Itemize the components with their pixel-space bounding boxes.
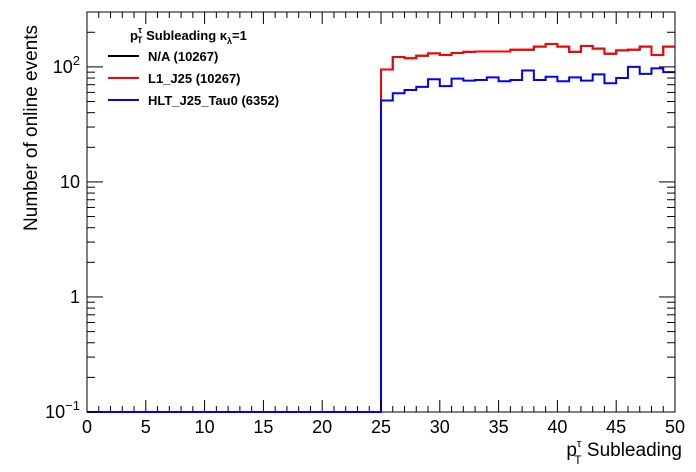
x-tick-label: 15 bbox=[253, 417, 273, 437]
y-tick-label: 102 bbox=[53, 53, 80, 77]
legend-entry-2: HLT_J25_Tau0 (6352) bbox=[148, 93, 279, 108]
x-tick-label: 10 bbox=[195, 417, 215, 437]
series-line-2 bbox=[87, 65, 675, 413]
legend-entry-0: N/A (10267) bbox=[148, 49, 218, 64]
y-tick-label: 10 bbox=[60, 172, 80, 192]
x-tick-label: 35 bbox=[489, 417, 509, 437]
x-tick-label: 5 bbox=[141, 417, 151, 437]
x-tick-label: 40 bbox=[547, 417, 567, 437]
x-tick-label: 0 bbox=[82, 417, 92, 437]
x-tick-label: 50 bbox=[665, 417, 685, 437]
x-tick-label: 30 bbox=[430, 417, 450, 437]
y-tick-label: 1 bbox=[70, 287, 80, 307]
x-tick-label: 25 bbox=[371, 417, 391, 437]
x-tick-label: 20 bbox=[312, 417, 332, 437]
y-axis-label: Number of online events bbox=[21, 25, 42, 231]
y-tick-label: 10−1 bbox=[45, 398, 80, 422]
legend-title: pτ T Subleading κλ=1 bbox=[130, 25, 247, 46]
x-tick-label: 45 bbox=[606, 417, 626, 437]
legend-entry-1: L1_J25 (10267) bbox=[148, 71, 241, 86]
x-axis-label: pτ T Subleading bbox=[566, 438, 682, 467]
